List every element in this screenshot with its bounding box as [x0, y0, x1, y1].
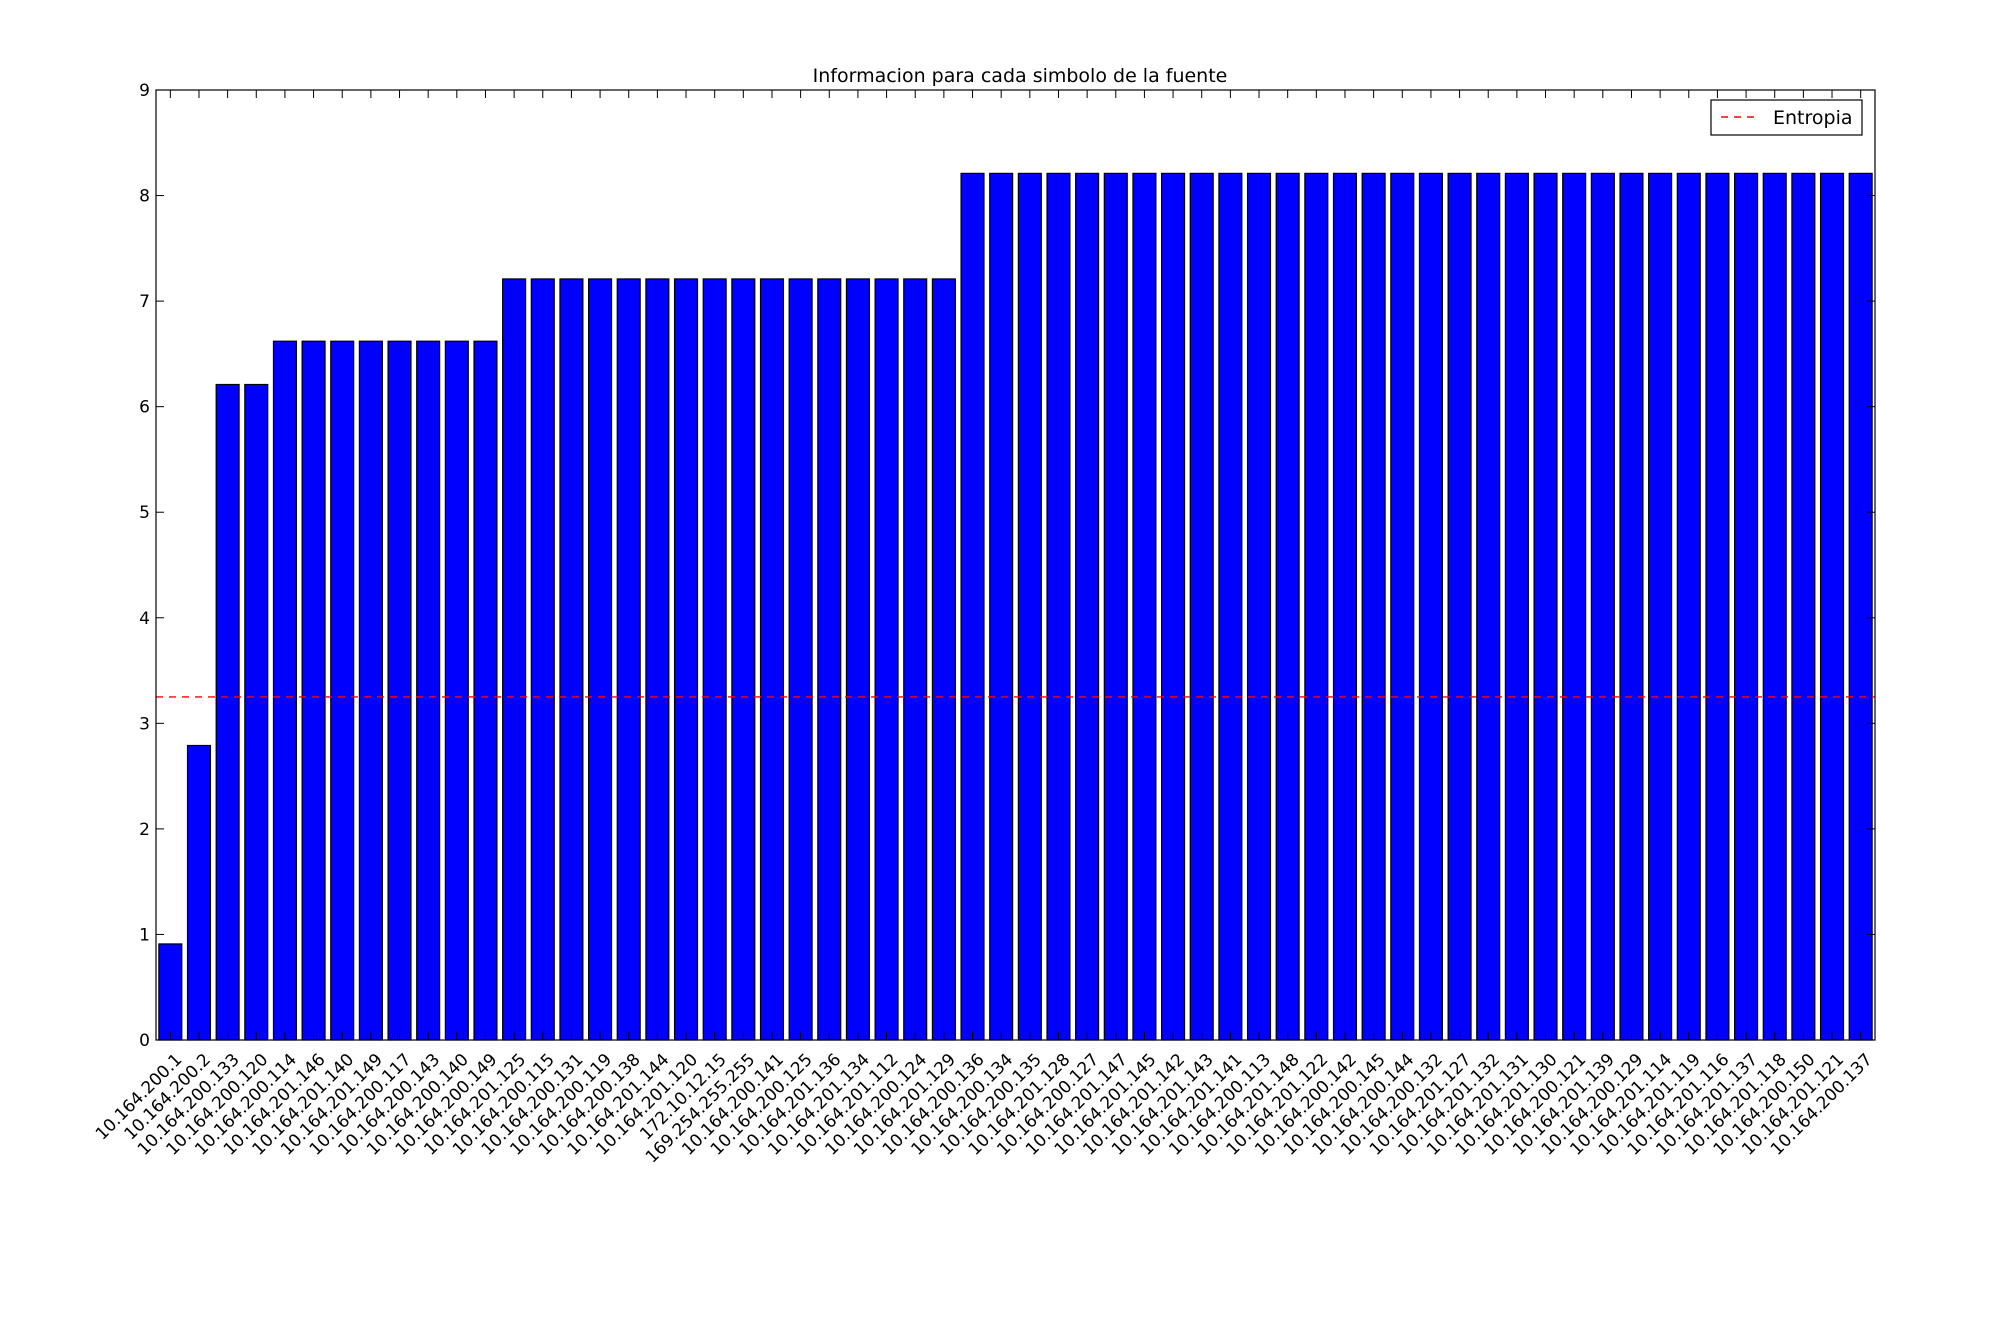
bar-10-164-201-128	[1046, 172, 1071, 1041]
chart-title: Informacion para cada simbolo de la fuen…	[813, 65, 1228, 87]
bar-10-164-200-1	[158, 943, 183, 1041]
y-tick-label: 0	[139, 1031, 150, 1051]
bar-10-164-200-132	[1418, 172, 1443, 1041]
bar-10-164-201-141	[1218, 172, 1243, 1041]
bar-10-164-201-137	[1734, 172, 1759, 1041]
bar-10-164-201-125	[502, 278, 527, 1041]
bar-10-164-201-121	[1819, 172, 1845, 1041]
y-tick-label: 7	[139, 292, 150, 312]
y-tick-label: 2	[139, 820, 150, 840]
bar-10-164-200-135	[1017, 172, 1042, 1041]
y-tick-label: 9	[139, 81, 150, 101]
bar-10-164-200-150	[1791, 172, 1816, 1041]
bar-10-164-200-144	[1390, 172, 1415, 1041]
bar-10-164-200-141	[759, 278, 785, 1041]
bar-10-164-200-143	[416, 340, 441, 1041]
bar-10-164-200-142	[1332, 172, 1358, 1041]
bar-10-164-200-131	[559, 278, 584, 1041]
bar-10-164-200-140	[444, 340, 469, 1041]
bar-10-164-201-129	[931, 278, 956, 1041]
bar-10-164-200-127	[1075, 172, 1100, 1041]
bar-10-164-201-134	[845, 278, 870, 1041]
bar-10-164-200-121	[1562, 172, 1587, 1041]
bar-10-164-200-149	[473, 340, 498, 1041]
bar-10-164-200-134	[989, 172, 1014, 1041]
bar-10-164-201-139	[1590, 172, 1615, 1041]
bar-10-164-201-131	[1504, 172, 1529, 1041]
bar-10-164-200-115	[530, 278, 555, 1041]
plot-frame	[155, 89, 1876, 1041]
y-tick-label: 1	[139, 925, 150, 945]
bar-10-164-200-136	[960, 172, 985, 1041]
y-tick-label: 4	[139, 609, 150, 629]
bar-10-164-201-136	[817, 278, 842, 1041]
bar-10-164-201-142	[1161, 172, 1186, 1041]
bar-10-164-200-145	[1361, 172, 1386, 1041]
axes-layer: 012345678910.164.200.110.164.200.210.164…	[92, 81, 1877, 1167]
legend-entropy-label: Entropia	[1773, 107, 1853, 129]
bar-10-164-201-144	[645, 278, 670, 1041]
bar-10-164-201-118	[1762, 172, 1787, 1041]
bar-169-254-255-255	[731, 278, 756, 1041]
bar-10-164-200-138	[616, 278, 641, 1041]
bar-10-164-201-114	[1648, 172, 1673, 1041]
y-tick-label: 3	[139, 714, 150, 734]
bar-10-164-200-119	[588, 278, 613, 1041]
bar-10-164-200-117	[387, 340, 412, 1041]
bars-layer	[158, 172, 1873, 1041]
legend: Entropia	[1710, 99, 1863, 136]
bar-10-164-201-145	[1132, 172, 1157, 1041]
bar-10-164-200-133	[215, 383, 240, 1041]
bar-10-164-201-130	[1533, 172, 1558, 1041]
bar-10-164-201-112	[874, 278, 899, 1041]
bar-10-164-200-113	[1246, 172, 1272, 1041]
bar-10-164-201-147	[1103, 172, 1128, 1041]
bar-10-164-201-122	[1304, 172, 1329, 1041]
bar-10-164-201-143	[1189, 172, 1214, 1041]
bar-10-164-201-140	[330, 340, 355, 1041]
bar-10-164-200-124	[903, 278, 928, 1041]
y-tick-label: 5	[139, 503, 150, 523]
bar-10-164-201-132	[1476, 172, 1501, 1041]
bar-10-164-201-127	[1447, 172, 1472, 1041]
bar-10-164-200-2	[186, 744, 212, 1041]
bar-10-164-200-114	[272, 340, 297, 1041]
bar-10-164-200-129	[1619, 172, 1644, 1041]
bar-10-164-201-120	[673, 278, 699, 1041]
bar-10-164-200-120	[244, 383, 269, 1041]
bar-10-164-201-116	[1705, 172, 1730, 1041]
bar-10-164-201-146	[301, 340, 326, 1041]
bar-172-10-12-15	[702, 278, 727, 1041]
bar-10-164-201-148	[1275, 172, 1300, 1041]
bar-10-164-201-149	[358, 340, 383, 1041]
bar-10-164-200-125	[788, 278, 813, 1041]
y-tick-label: 8	[139, 187, 150, 207]
y-tick-label: 6	[139, 398, 150, 418]
bar-10-164-200-137	[1848, 172, 1873, 1041]
bar-10-164-201-119	[1676, 172, 1701, 1041]
